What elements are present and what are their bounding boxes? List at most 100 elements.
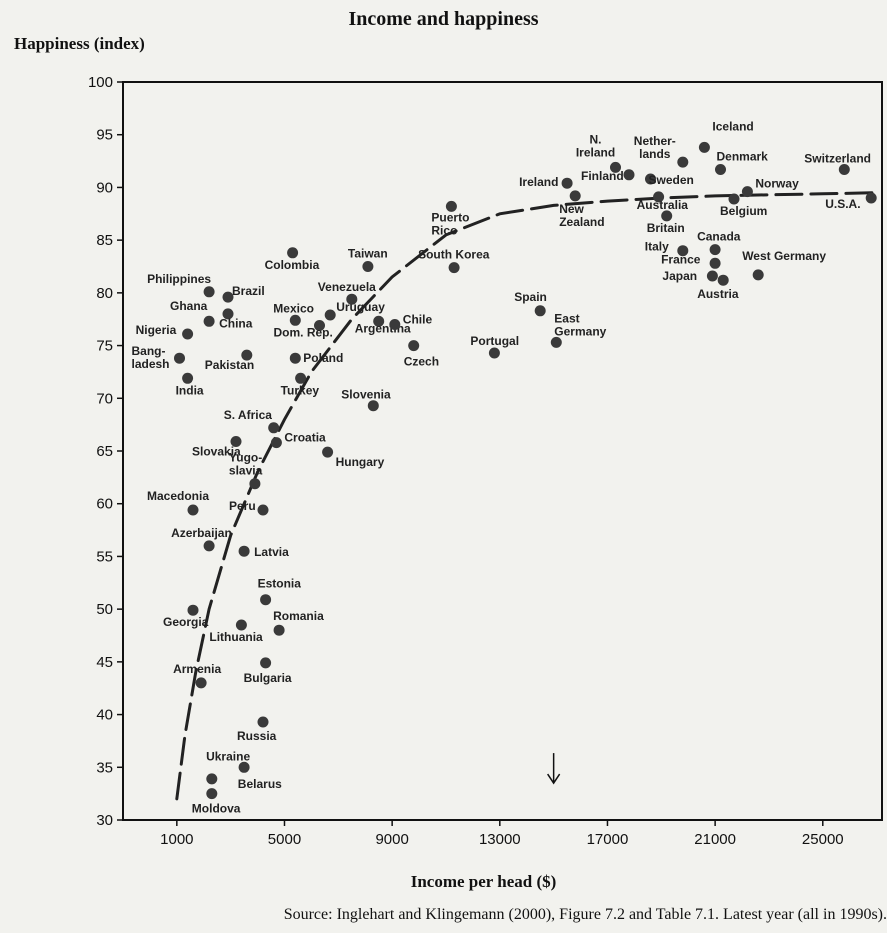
point-label: Lithuania — [209, 630, 263, 644]
data-point — [289, 314, 301, 326]
data-point — [203, 286, 215, 298]
point-label: Portugal — [470, 334, 519, 348]
y-tick-label: 35 — [96, 759, 113, 776]
point-label: Denmark — [717, 150, 769, 164]
point-label: Uruguay — [336, 300, 385, 314]
data-point — [865, 192, 877, 204]
point-label: Spain — [514, 290, 547, 304]
data-point — [195, 677, 207, 689]
point-label: Russia — [237, 729, 277, 743]
point-label: Japan — [662, 269, 697, 283]
point-label: Azerbaijan — [171, 526, 232, 540]
point-label: Yugo-slavia — [229, 451, 263, 478]
point-label: Colombia — [265, 258, 320, 272]
arrow-annotation-head — [547, 773, 561, 785]
point-label: Ireland — [519, 175, 558, 189]
data-point — [408, 340, 420, 352]
point-label: Nigeria — [136, 323, 177, 337]
x-tick-label: 25000 — [802, 831, 844, 848]
data-point — [717, 274, 729, 286]
y-tick-label: 50 — [96, 601, 113, 618]
y-tick-label: 80 — [96, 285, 113, 302]
data-point — [206, 773, 218, 785]
point-label: East Germany — [554, 311, 606, 338]
point-label: Britain — [647, 221, 685, 235]
data-point — [677, 156, 689, 168]
y-tick-label: 70 — [96, 390, 113, 407]
data-point — [488, 347, 500, 359]
point-label: S. Africa — [224, 408, 273, 422]
y-tick-label: 85 — [96, 232, 113, 249]
point-label: France — [661, 252, 701, 266]
data-point — [448, 262, 460, 274]
point-label: Brazil — [232, 284, 265, 298]
data-point — [314, 320, 325, 331]
x-tick-label: 13000 — [479, 831, 521, 848]
point-label: South Korea — [418, 248, 490, 262]
data-point — [230, 436, 242, 447]
y-tick-label: 75 — [96, 338, 113, 355]
point-label: Switzerland — [804, 152, 871, 166]
point-label: Poland — [303, 351, 343, 365]
point-label: West Germany — [742, 249, 826, 263]
data-point — [715, 164, 726, 175]
data-point — [610, 161, 621, 173]
data-point — [287, 247, 299, 259]
y-tick-label: 65 — [96, 443, 113, 460]
point-label: Georgia — [163, 615, 209, 629]
point-label: Belgium — [720, 204, 767, 218]
trend-curve — [175, 191, 879, 801]
point-label: Turkey — [281, 383, 320, 397]
data-point — [706, 270, 718, 282]
data-point — [249, 478, 261, 490]
y-tick-label: 55 — [96, 548, 113, 565]
point-label: Austria — [697, 287, 739, 301]
data-point — [534, 305, 546, 317]
point-label: Chile — [403, 313, 433, 327]
point-label: Latvia — [254, 545, 289, 559]
data-point — [838, 164, 850, 175]
data-point — [268, 422, 280, 434]
y-tick-label: 90 — [96, 179, 113, 196]
data-point — [362, 261, 374, 272]
point-label: India — [176, 383, 204, 397]
data-point — [645, 173, 656, 185]
data-point — [289, 352, 301, 364]
data-point — [561, 177, 573, 189]
data-point — [709, 244, 721, 256]
point-label: Slovakia — [192, 445, 241, 459]
data-point — [741, 186, 753, 198]
data-point — [257, 504, 269, 516]
point-label: New Zealand — [559, 202, 604, 229]
data-point — [752, 269, 764, 281]
point-label: Peru — [229, 499, 256, 513]
data-point — [260, 657, 272, 669]
x-tick-label: 5000 — [268, 831, 301, 848]
point-label: Macedonia — [147, 489, 209, 503]
data-point — [322, 446, 334, 458]
y-axis-label: Happiness (index) — [14, 34, 145, 53]
point-label: N. Ireland — [576, 132, 615, 159]
point-label: China — [219, 316, 253, 330]
point-label: Moldova — [192, 802, 241, 816]
point-label: Finland — [581, 169, 624, 183]
point-label: Hungary — [336, 455, 385, 469]
data-point — [257, 716, 269, 728]
data-point — [273, 624, 285, 636]
data-point — [373, 315, 385, 327]
data-point — [222, 308, 234, 320]
data-point — [235, 619, 247, 631]
data-point — [238, 545, 250, 557]
x-tick-label: 21000 — [694, 831, 736, 848]
data-point — [550, 336, 562, 348]
point-label: U.S.A. — [825, 197, 860, 211]
data-point — [206, 788, 218, 800]
data-point — [182, 372, 194, 384]
source-note: Source: Inglehart and Klingemann (2000),… — [283, 906, 887, 923]
point-label: Iceland — [712, 119, 753, 133]
data-point — [187, 504, 199, 516]
point-label: Czech — [404, 355, 439, 369]
data-point — [241, 349, 253, 361]
point-label: Canada — [697, 230, 741, 244]
data-point — [260, 594, 272, 606]
